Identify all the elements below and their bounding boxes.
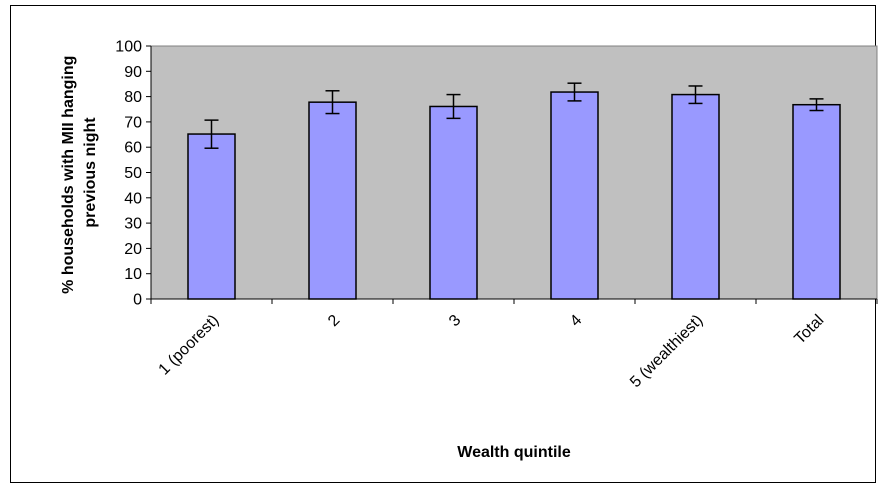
y-axis-title-line-2: previous night — [82, 117, 99, 228]
y-tick-label: 20 — [124, 241, 142, 258]
x-axis-title: Wealth quintile — [457, 444, 571, 461]
bar — [792, 103, 841, 300]
y-axis-title: % households with MII hanging previous n… — [60, 51, 99, 294]
y-tick-label: 30 — [124, 216, 142, 233]
x-tick-label: 3 — [446, 312, 464, 330]
x-tick-label: 2 — [325, 312, 343, 330]
bar — [187, 133, 236, 300]
y-tick-label: 60 — [124, 140, 142, 157]
y-tick-label: 80 — [124, 89, 142, 106]
y-tick-label: 40 — [124, 190, 142, 207]
y-tick-label: 90 — [124, 64, 142, 81]
y-axis: 0 10 20 30 40 50 60 70 80 90 100 — [115, 39, 152, 309]
y-tick-label: 70 — [124, 114, 142, 131]
bar — [550, 91, 599, 300]
y-axis-title-line-1: % households with MII hanging — [60, 56, 77, 294]
x-tick-label: 1 (poorest) — [156, 312, 223, 379]
x-tick-label: 5 (wealthiest) — [627, 312, 706, 391]
bar — [308, 101, 357, 300]
x-axis: 1 (poorest) 2 3 4 5 (wealthiest) Total — [150, 298, 878, 391]
x-tick-label: Total — [791, 312, 827, 348]
error-bars-group — [204, 82, 824, 149]
y-tick-label: 50 — [124, 165, 142, 182]
plot-area — [150, 45, 878, 300]
bar — [429, 105, 478, 300]
y-tick-label: 100 — [115, 39, 142, 56]
y-tick-label: 0 — [133, 292, 142, 309]
y-tick-label: 10 — [124, 266, 142, 283]
bar — [671, 93, 720, 300]
x-tick-label: 4 — [567, 312, 585, 330]
